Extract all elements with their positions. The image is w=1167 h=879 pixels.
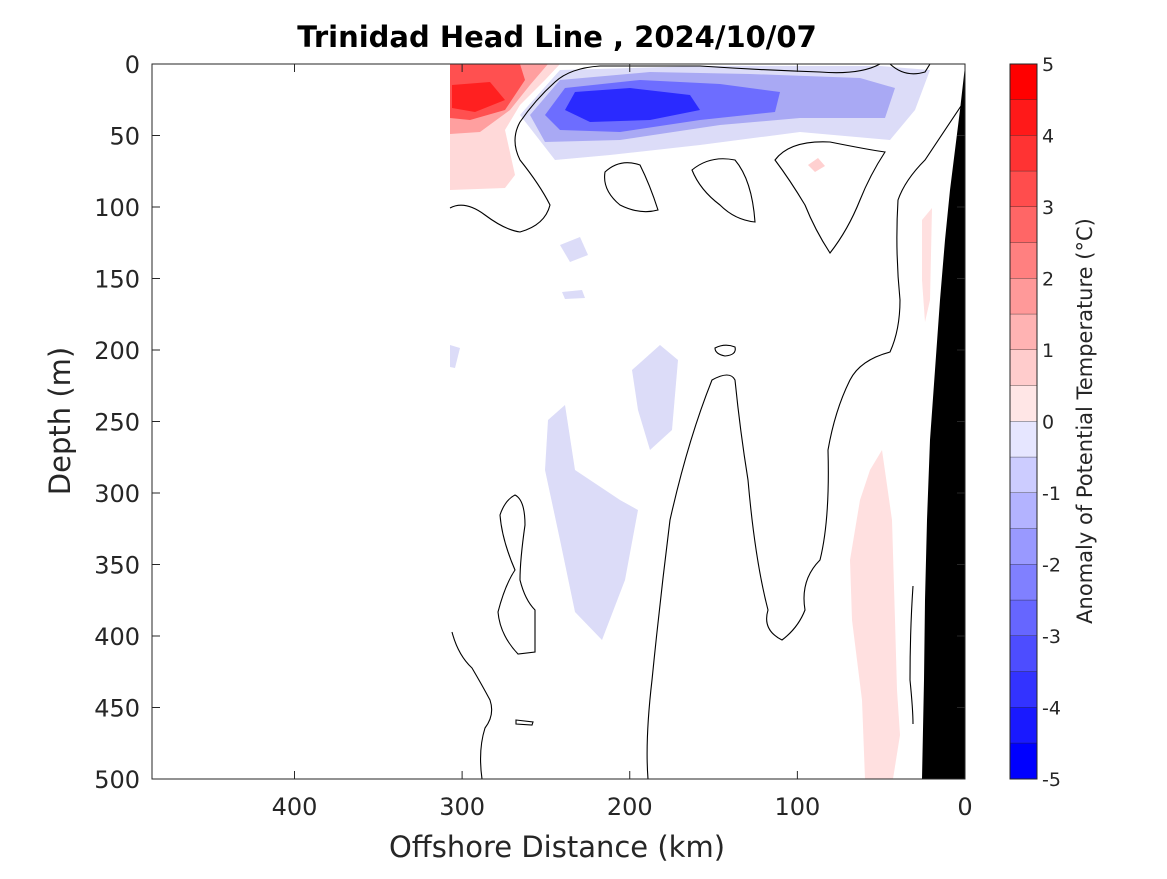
colorbar-segment bbox=[1010, 385, 1037, 422]
x-tick-label: 400 bbox=[272, 793, 318, 821]
colorbar-tick-label: -4 bbox=[1042, 698, 1061, 720]
colorbar-segment bbox=[1010, 171, 1037, 207]
contour-line bbox=[451, 631, 493, 779]
contour-line bbox=[449, 64, 881, 233]
y-tick-label: 300 bbox=[94, 480, 140, 508]
colorbar-segment bbox=[1010, 350, 1037, 386]
x-tick-label: 300 bbox=[439, 793, 485, 821]
warm-spot bbox=[808, 158, 825, 172]
zero-contours bbox=[449, 64, 965, 779]
colorbar-segment bbox=[1010, 707, 1037, 744]
y-tick-label: 400 bbox=[94, 623, 140, 651]
colorbar-segment bbox=[1010, 207, 1037, 243]
y-tick-label: 0 bbox=[125, 51, 140, 79]
colorbar-segment bbox=[1010, 314, 1037, 350]
colorbar bbox=[1009, 63, 1038, 780]
warm-band-deep bbox=[850, 450, 900, 779]
cold-anomaly-east bbox=[830, 85, 885, 112]
cold-lens-upper bbox=[632, 345, 678, 450]
contour-line bbox=[774, 141, 886, 254]
colorbar-segment bbox=[1010, 671, 1037, 708]
y-tick-label: 100 bbox=[94, 194, 140, 222]
contour-line bbox=[497, 494, 536, 655]
colorbar-segment bbox=[1010, 564, 1037, 601]
contour-line bbox=[515, 719, 534, 726]
cold-anomaly-core bbox=[565, 88, 700, 122]
y-tick-label: 150 bbox=[94, 266, 140, 294]
y-tick-label: 500 bbox=[94, 766, 140, 794]
y-tick-label: 450 bbox=[94, 695, 140, 723]
contour-line bbox=[909, 585, 914, 725]
colorbar-ticks: 5 4 3 2 1 0 -1 -2 -3 -4 -5 bbox=[1042, 54, 1061, 791]
cold-lens-small-a bbox=[560, 237, 588, 262]
y-axis-ticks: 0 50 100 150 200 250 300 350 400 450 500 bbox=[94, 51, 965, 794]
x-axis-ticks: 400 300 200 100 0 bbox=[272, 64, 973, 821]
contour-line bbox=[714, 344, 736, 357]
colorbar-label: Anomaly of Potential Temperature (°C) bbox=[1073, 218, 1097, 624]
colorbar-tick-label: -5 bbox=[1042, 769, 1061, 791]
cold-lens-lower bbox=[545, 405, 638, 640]
x-axis-label: Offshore Distance (km) bbox=[389, 830, 725, 864]
warm-band-slope bbox=[922, 208, 932, 322]
y-axis-label: Depth (m) bbox=[43, 347, 77, 495]
y-tick-label: 200 bbox=[94, 337, 140, 365]
colorbar-tick-label: 5 bbox=[1042, 54, 1054, 76]
colorbar-segment bbox=[1010, 528, 1037, 565]
colorbar-segment bbox=[1010, 99, 1037, 136]
cold-lens-small-b bbox=[562, 290, 585, 299]
colorbar-tick-label: 1 bbox=[1042, 340, 1054, 362]
bathymetry bbox=[922, 66, 965, 779]
contour-line bbox=[691, 158, 756, 223]
colorbar-segment bbox=[1010, 457, 1037, 493]
colorbar-tick-label: 2 bbox=[1042, 269, 1054, 291]
colorbar-segment bbox=[1010, 493, 1037, 529]
colorbar-tick-label: -3 bbox=[1042, 626, 1061, 648]
colorbar-segment bbox=[1010, 636, 1037, 672]
contour-line bbox=[889, 64, 931, 75]
y-tick-label: 250 bbox=[94, 409, 140, 437]
colorbar-segment bbox=[1010, 135, 1037, 172]
colorbar-segment bbox=[1010, 278, 1037, 315]
colorbar-segment bbox=[1010, 421, 1037, 458]
cold-lens-left bbox=[450, 345, 460, 368]
colorbar-tick-label: 3 bbox=[1042, 197, 1054, 219]
anomaly-field bbox=[449, 64, 965, 779]
x-tick-label: 100 bbox=[774, 793, 820, 821]
warm-anomaly-peak bbox=[452, 82, 505, 112]
colorbar-frame bbox=[1009, 63, 1038, 780]
x-tick-label: 200 bbox=[607, 793, 653, 821]
colorbar-tick-label: 4 bbox=[1042, 126, 1054, 148]
colorbar-segment bbox=[1010, 743, 1037, 779]
contour-line bbox=[604, 162, 659, 213]
colorbar-segment bbox=[1010, 64, 1037, 100]
colorbar-tick-label: -2 bbox=[1042, 555, 1061, 577]
colorbar-tick-label: -1 bbox=[1042, 483, 1061, 505]
chart-title: Trinidad Head Line , 2024/10/07 bbox=[297, 20, 817, 54]
y-tick-label: 50 bbox=[109, 123, 140, 151]
colorbar-segment bbox=[1010, 600, 1037, 636]
x-tick-label: 0 bbox=[957, 793, 972, 821]
y-tick-label: 350 bbox=[94, 552, 140, 580]
colorbar-tick-label: 0 bbox=[1042, 412, 1054, 434]
contour-line bbox=[646, 99, 965, 779]
colorbar-segment bbox=[1010, 242, 1037, 279]
